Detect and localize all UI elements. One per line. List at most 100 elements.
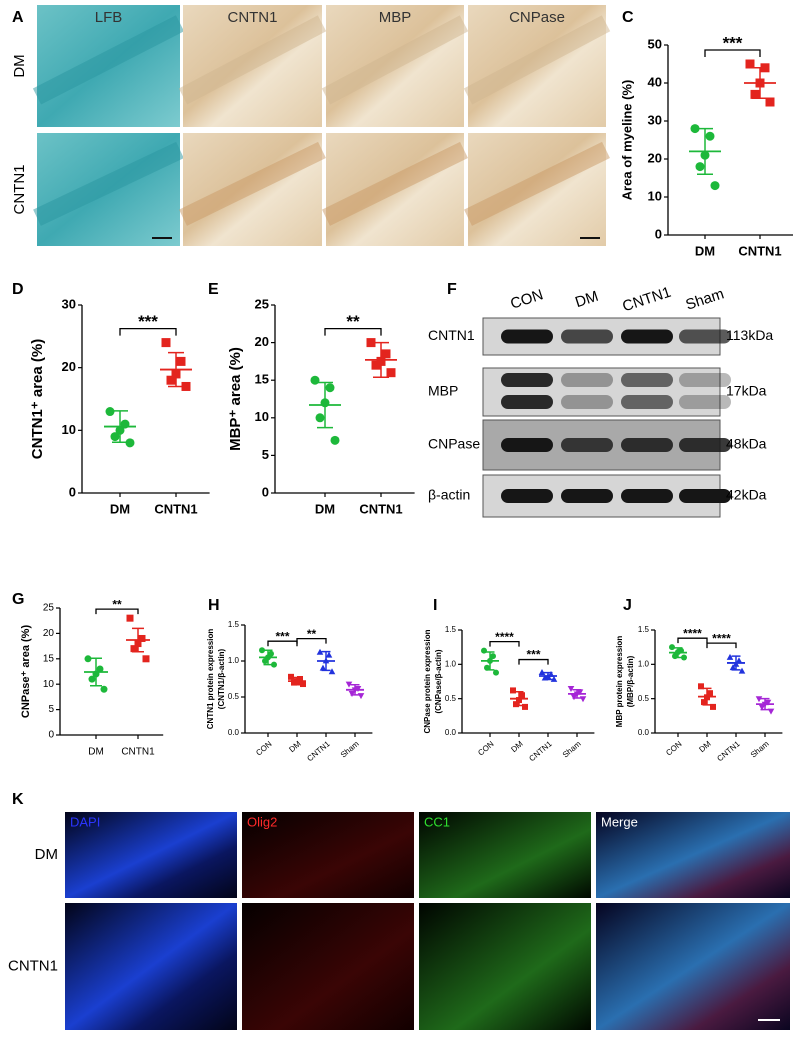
data-point [516, 697, 522, 704]
y-tick-label: 0 [655, 226, 662, 241]
data-point [729, 664, 737, 671]
data-point [547, 671, 555, 678]
tissue-band [179, 141, 326, 226]
significance-bracket [267, 640, 298, 647]
y-tick-label: 0.0 [228, 728, 240, 737]
blot-band [679, 373, 731, 387]
data-point [110, 432, 120, 442]
blot-band [679, 395, 731, 409]
y-tick-label: 1.0 [445, 659, 457, 668]
data-point [115, 425, 125, 435]
significance-bracket [677, 637, 708, 644]
significance-label: *** [275, 629, 289, 643]
y-tick-label: 30 [648, 112, 662, 127]
x-tick-label: DM [315, 501, 335, 516]
x-tick-label: CNTN1 [305, 739, 332, 763]
data-point [750, 89, 760, 99]
blot-band [621, 395, 673, 409]
y-tick-label: 0.0 [445, 728, 457, 737]
y-tick-label: 10 [648, 188, 662, 203]
data-point [567, 685, 575, 692]
y-axis-label: (MBP/β-actin) [626, 655, 635, 707]
data-point [490, 653, 496, 660]
panel-label: H [208, 597, 220, 614]
data-point [325, 383, 335, 393]
significance-label: *** [723, 33, 743, 52]
x-tick-label: CNTN1 [121, 747, 155, 758]
y-tick-label: 20 [43, 628, 55, 639]
data-point [758, 704, 766, 711]
data-point [710, 181, 720, 191]
y-tick-label: 0 [262, 484, 269, 499]
y-tick-label: 1.5 [228, 620, 240, 629]
tissue-band [464, 141, 610, 226]
data-point [325, 651, 333, 658]
y-tick-label: 0 [48, 730, 54, 741]
row-label: DM [11, 54, 28, 77]
data-point [579, 696, 587, 703]
y-axis-label: MBP protein expression [615, 636, 624, 728]
panel-label: K [12, 791, 24, 808]
data-point [315, 413, 325, 423]
y-axis-label: CNPase⁺ area (%) [20, 625, 32, 719]
data-point [84, 655, 92, 663]
y-tick-label: 15 [43, 653, 55, 664]
y-tick-label: 0.0 [638, 728, 650, 737]
significance-label: ** [307, 627, 317, 641]
x-tick-label: CON [254, 739, 274, 757]
lane-label: CON [508, 286, 545, 312]
x-tick-label: Sham [339, 739, 361, 760]
row-label: CNTN1 [11, 164, 28, 214]
blot-band [621, 373, 673, 387]
data-point [166, 375, 176, 385]
data-point [125, 438, 135, 448]
significance-label: ** [112, 597, 122, 611]
x-tick-label: CON [664, 739, 684, 757]
data-point [522, 703, 528, 710]
data-point [171, 369, 181, 379]
data-point [120, 419, 130, 429]
data-point [675, 648, 681, 655]
x-tick-label: Sham [561, 739, 583, 760]
x-tick-label: DM [697, 739, 713, 754]
data-point [366, 338, 376, 348]
panel-label: I [433, 597, 437, 614]
fluorescence-image [65, 812, 237, 898]
significance-label: **** [683, 626, 702, 640]
blot-band [621, 489, 673, 503]
data-point [371, 360, 381, 370]
y-tick-label: 15 [255, 372, 269, 387]
data-point [765, 97, 775, 107]
blot-band [679, 329, 731, 344]
x-tick-label: CON [476, 739, 496, 757]
data-point [550, 675, 558, 682]
column-label: LFB [95, 9, 123, 26]
x-tick-label: CNTN1 [738, 243, 781, 258]
x-tick-label: CNTN1 [154, 501, 197, 516]
protein-label: MBP [428, 383, 458, 399]
lane-label: CNTN1 [620, 284, 673, 316]
fluorescence-image [419, 812, 591, 898]
data-point [288, 673, 294, 680]
y-axis-label: (CNPase/β-actin) [434, 649, 443, 713]
data-point [726, 653, 734, 660]
data-point [381, 349, 391, 359]
panel-label: J [623, 597, 632, 614]
blot-band [501, 395, 553, 409]
significance-bracket [296, 637, 327, 644]
x-tick-label: CNTN1 [527, 739, 554, 763]
row-label: CNTN1 [8, 957, 58, 974]
data-point [704, 694, 710, 701]
data-point [481, 647, 487, 654]
panel-label: F [447, 281, 457, 298]
tissue-band [321, 15, 469, 105]
panel-label: G [12, 591, 24, 608]
data-point [484, 664, 490, 671]
protein-label: β-actin [428, 487, 470, 503]
channel-label: Olig2 [247, 814, 277, 829]
data-point [138, 634, 146, 642]
fluorescence-image [65, 903, 237, 1030]
y-tick-label: 10 [255, 409, 269, 424]
blot-band [501, 438, 553, 452]
